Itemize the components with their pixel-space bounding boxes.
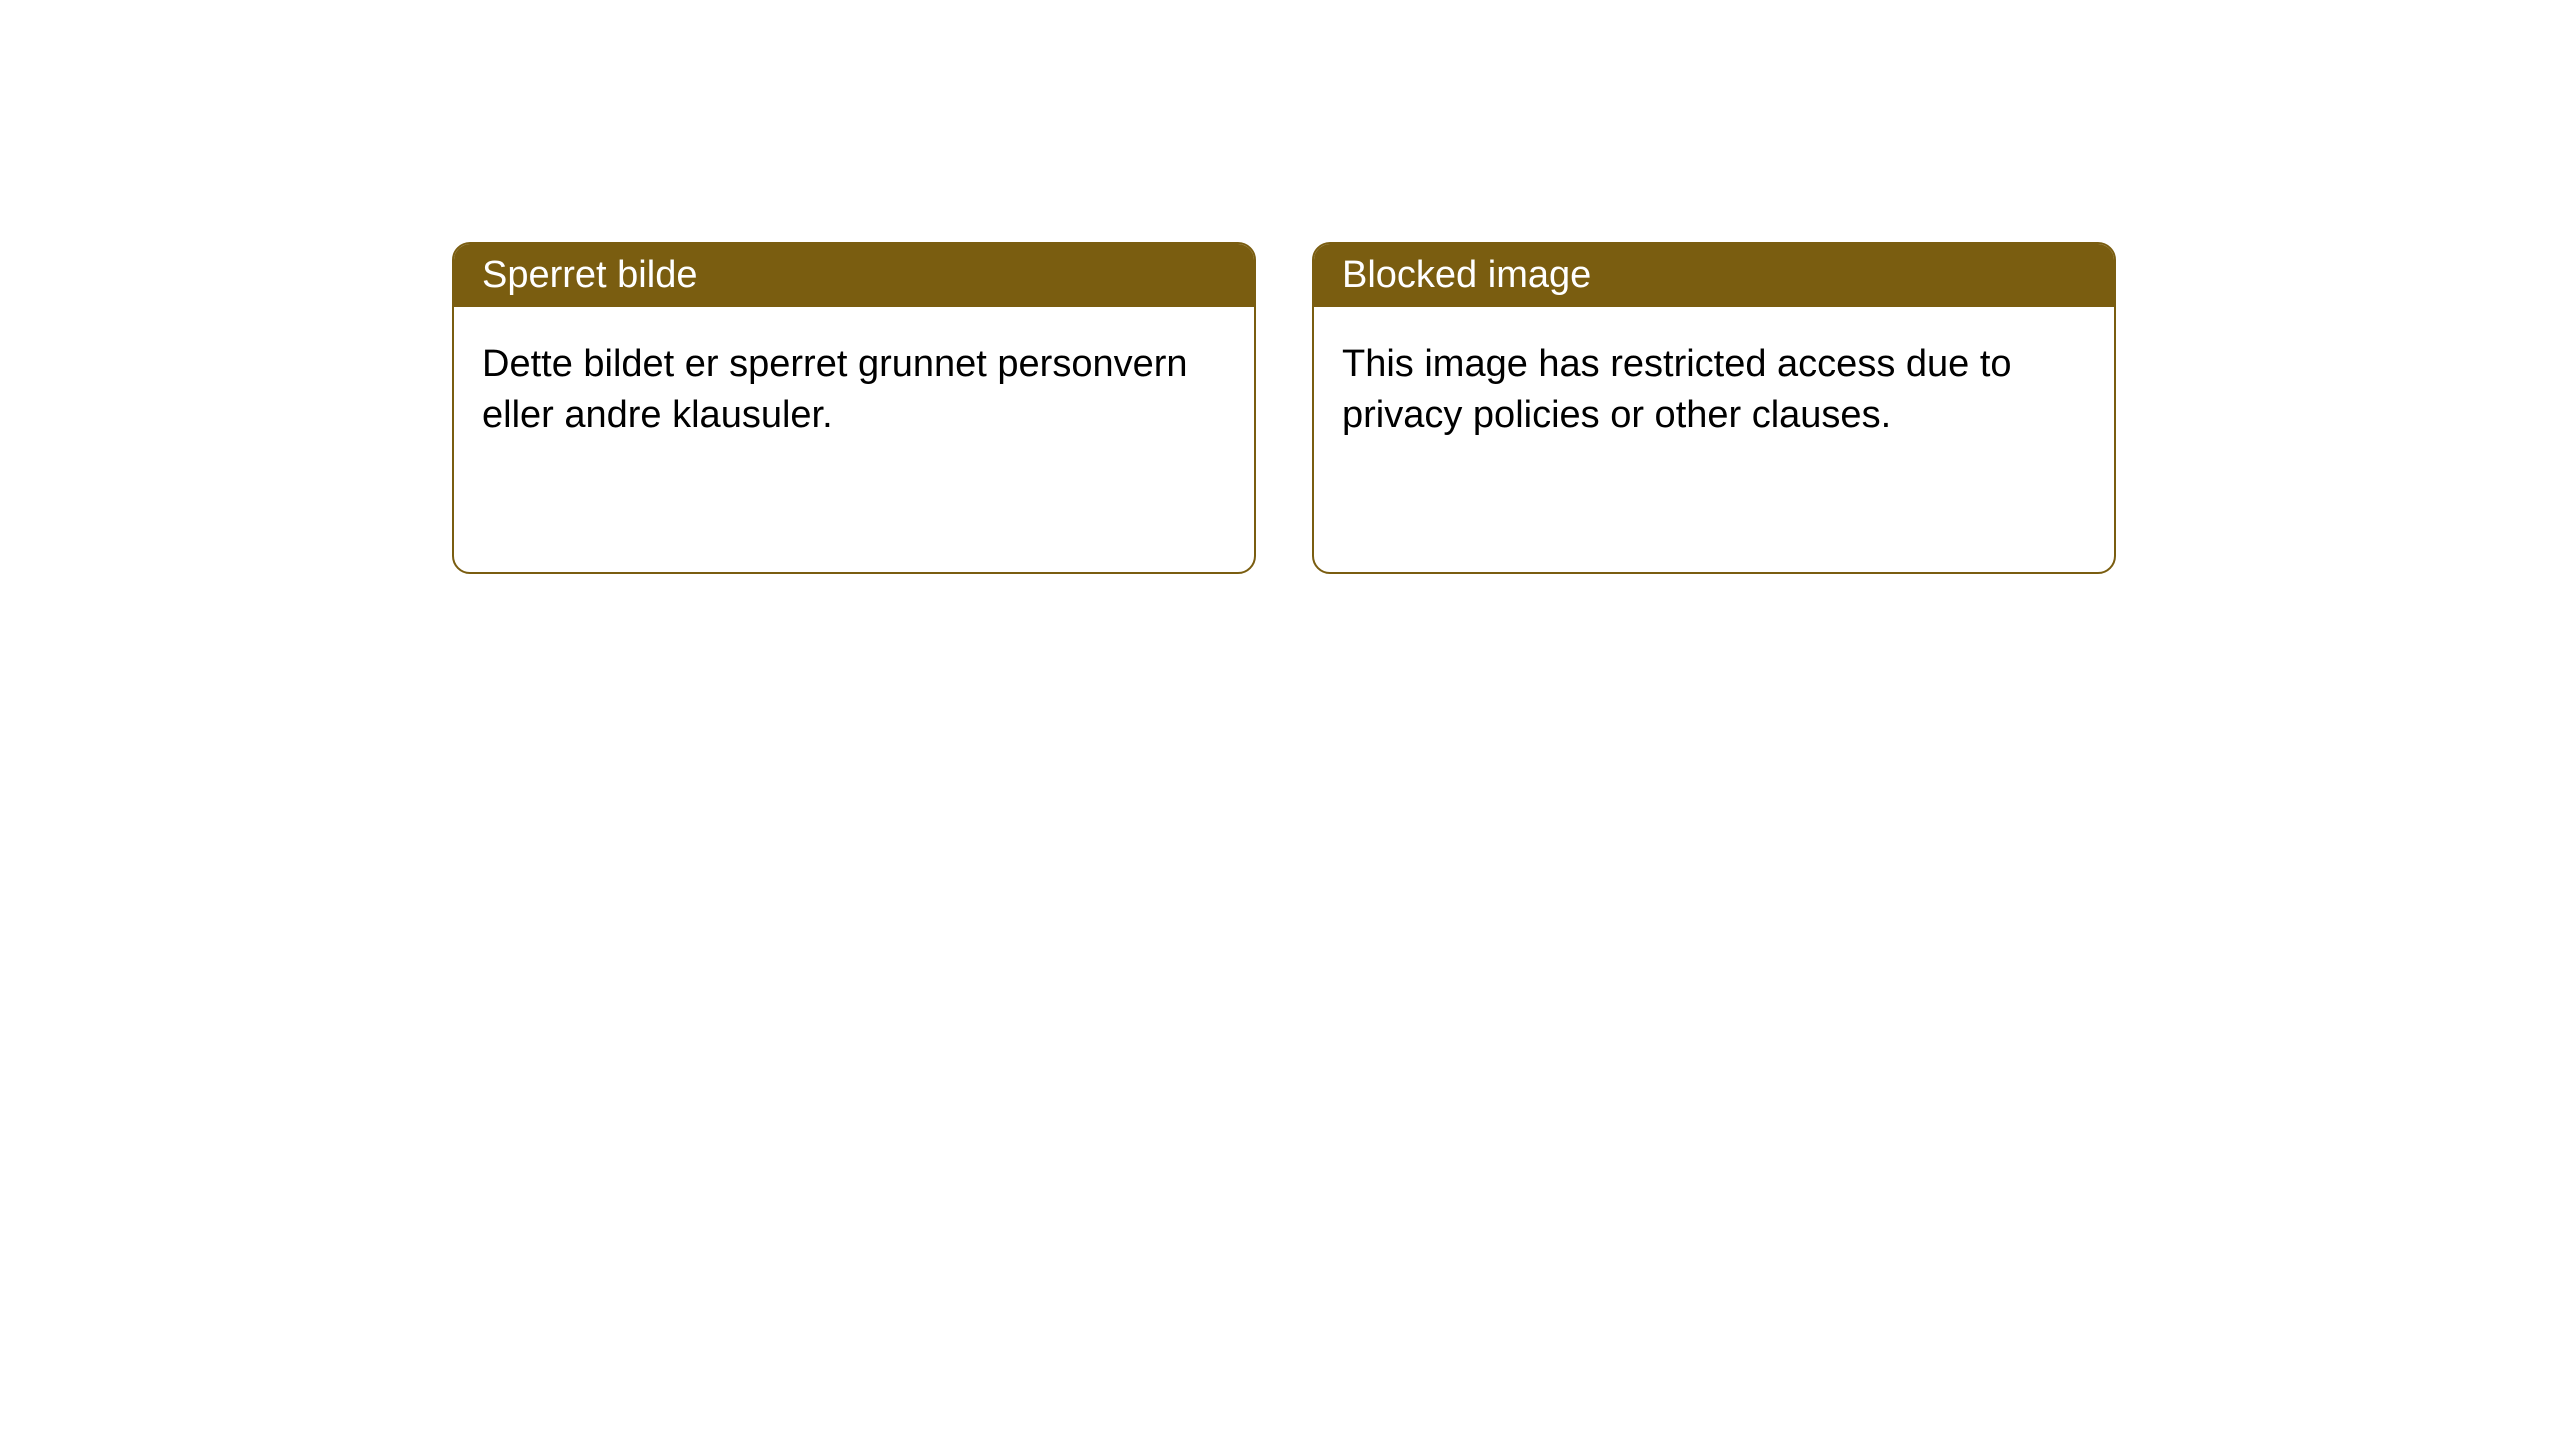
notice-card-english: Blocked image This image has restricted … — [1312, 242, 2116, 574]
notice-container: Sperret bilde Dette bildet er sperret gr… — [0, 0, 2560, 574]
card-body: This image has restricted access due to … — [1314, 307, 2114, 474]
card-header: Blocked image — [1314, 244, 2114, 307]
notice-card-norwegian: Sperret bilde Dette bildet er sperret gr… — [452, 242, 1256, 574]
card-header: Sperret bilde — [454, 244, 1254, 307]
card-body: Dette bildet er sperret grunnet personve… — [454, 307, 1254, 474]
